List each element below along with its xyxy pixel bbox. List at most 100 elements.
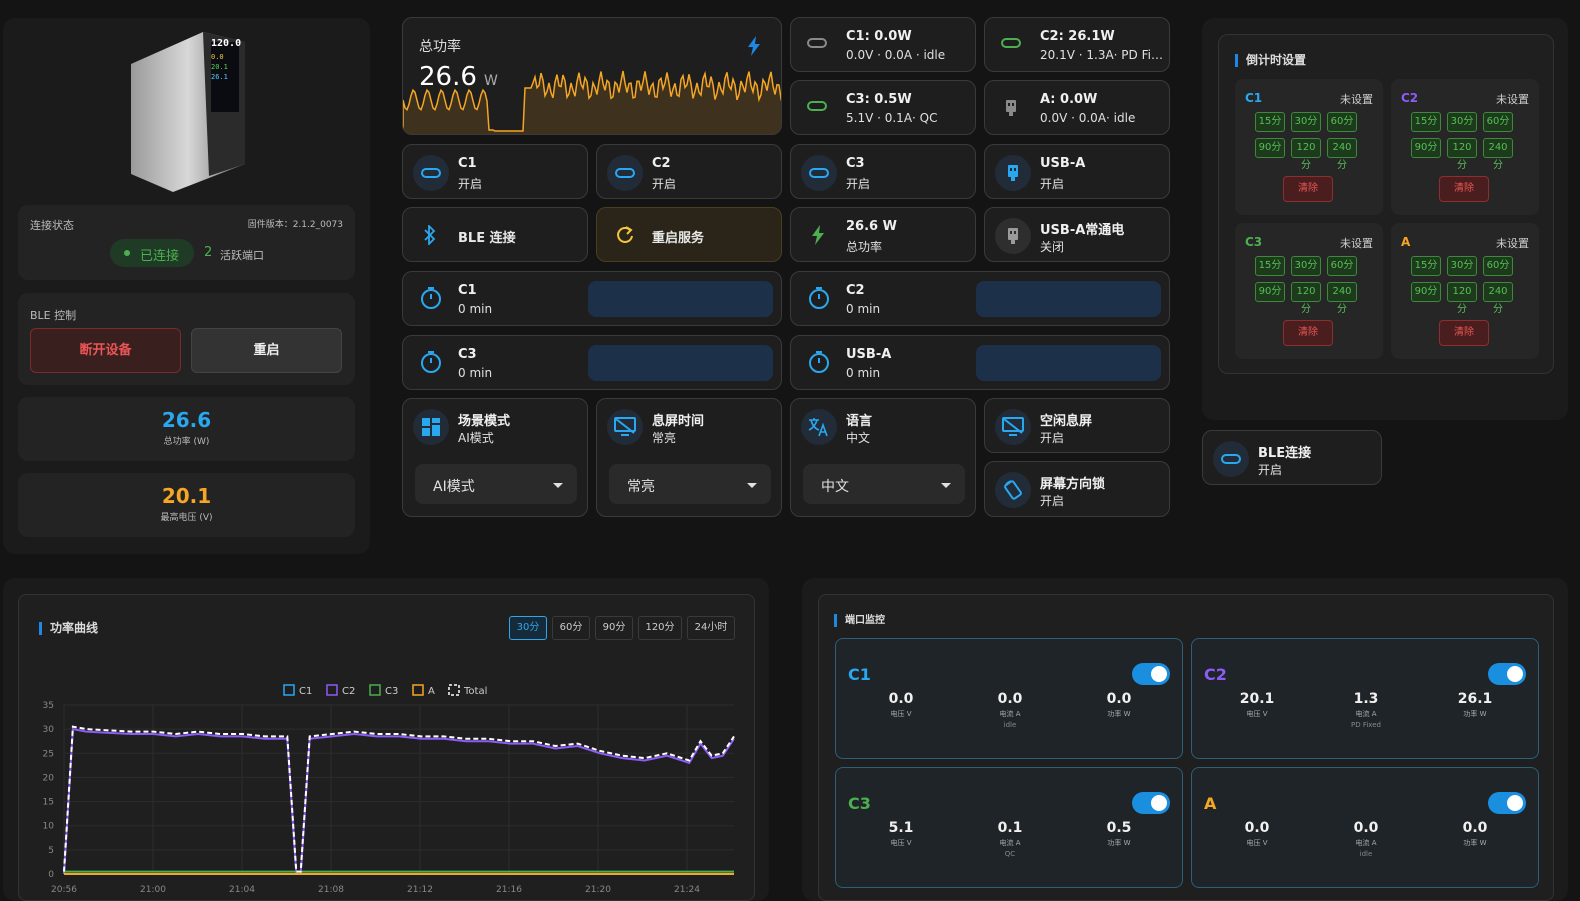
clear-button[interactable]: 清除 bbox=[1283, 176, 1333, 202]
bolt-icon bbox=[748, 36, 760, 56]
legend-swatch bbox=[326, 684, 338, 696]
clear-button[interactable]: 清除 bbox=[1283, 320, 1333, 346]
legend-swatch bbox=[412, 684, 424, 696]
port-c3-toggle[interactable] bbox=[1132, 792, 1170, 814]
total-power-value: 26.6 W bbox=[419, 62, 498, 92]
sparkline bbox=[403, 70, 781, 134]
usb-a-icon bbox=[995, 155, 1031, 191]
rotation-lock-toggle[interactable]: 屏幕方向锁 开启 bbox=[984, 461, 1170, 517]
connection-status-card: 连接状态 固件版本：2.1.2_0073 已连接 2 活跃端口 bbox=[18, 205, 355, 280]
translate-icon bbox=[801, 409, 837, 445]
timer-progress-bar bbox=[588, 281, 773, 317]
clear-button[interactable]: 清除 bbox=[1439, 320, 1489, 346]
legend-swatch bbox=[283, 684, 295, 696]
port-card-c3: C3: 0.5W 5.1V · 0.1A· QC bbox=[790, 80, 976, 135]
y-tick-label: 0 bbox=[48, 870, 54, 880]
legend-swatch bbox=[448, 684, 460, 696]
charger-screen: 120.0 0.0 20.1 26.1 bbox=[211, 38, 242, 81]
bluetooth-icon bbox=[424, 225, 436, 245]
scene-mode-select[interactable]: AI模式 bbox=[415, 464, 577, 504]
clear-button[interactable]: 清除 bbox=[1439, 176, 1489, 202]
language-setting: 语言 中文 中文 bbox=[790, 398, 976, 517]
range-24h-button[interactable]: 24小时 bbox=[687, 616, 735, 640]
language-select[interactable]: 中文 bbox=[803, 464, 965, 504]
chevron-down-icon bbox=[553, 483, 563, 488]
timer-c3: C3 0 min bbox=[402, 335, 782, 390]
x-tick-label: 21:04 bbox=[229, 885, 255, 895]
countdown-title: 倒计时设置 bbox=[1235, 54, 1306, 67]
port-c1-toggle[interactable] bbox=[1132, 663, 1170, 685]
timer-icon bbox=[809, 287, 829, 309]
usb-c-icon bbox=[607, 155, 643, 191]
idle-screen-off-toggle[interactable]: 空闲息屏 开启 bbox=[984, 398, 1170, 453]
switch-c2[interactable]: C2 开启 bbox=[596, 144, 782, 199]
switch-c3[interactable]: C3 开启 bbox=[790, 144, 976, 199]
switch-usb-a[interactable]: USB-A 开启 bbox=[984, 144, 1170, 199]
countdown-card: 倒计时设置 C1 未设置 15分 30分 60分 90分 120分 240分 清… bbox=[1218, 34, 1554, 374]
x-tick-label: 20:56 bbox=[51, 885, 77, 895]
ble-control-card: BLE 控制 断开设备 重启 bbox=[18, 293, 355, 385]
connection-label: 连接状态 bbox=[30, 219, 74, 232]
countdown-c1: C1 未设置 15分 30分 60分 90分 120分 240分 清除 bbox=[1235, 79, 1383, 215]
disconnect-button[interactable]: 断开设备 bbox=[30, 328, 181, 373]
port-card-c2: C2: 26.1W 20.1V · 1.3A· PD Fixed bbox=[984, 17, 1170, 72]
range-120min-button[interactable]: 120分 bbox=[638, 616, 682, 640]
total-power-title: 总功率 bbox=[419, 39, 461, 55]
countdown-c2: C2 未设置 15分 30分 60分 90分 120分 240分 清除 bbox=[1391, 79, 1539, 215]
countdown-panel: 倒计时设置 C1 未设置 15分 30分 60分 90分 120分 240分 清… bbox=[1202, 18, 1568, 420]
restart-service-button[interactable]: 重启服务 bbox=[596, 207, 782, 262]
timer-c1: C1 0 min bbox=[402, 271, 782, 326]
port-c2-toggle[interactable] bbox=[1488, 663, 1526, 685]
usb-c-icon bbox=[1213, 441, 1249, 477]
y-tick-label: 10 bbox=[43, 822, 55, 832]
range-90min-button[interactable]: 90分 bbox=[595, 616, 633, 640]
usb-c-icon bbox=[413, 155, 449, 191]
monitor-c3: C3 5.1 电压 V 0.1 电流 A QC 0.5 功率 W bbox=[835, 767, 1183, 888]
countdown-c3: C3 未设置 15分 30分 60分 90分 120分 240分 清除 bbox=[1235, 223, 1383, 359]
x-tick-label: 21:12 bbox=[407, 885, 433, 895]
ble-control-title: BLE 控制 bbox=[30, 309, 77, 322]
range-60min-button[interactable]: 60分 bbox=[552, 616, 590, 640]
chevron-down-icon bbox=[941, 483, 951, 488]
rotate-lock-icon bbox=[995, 472, 1031, 508]
timer-c2: C2 0 min bbox=[790, 271, 1170, 326]
ble-connect-button[interactable]: BLE 连接 bbox=[402, 207, 588, 262]
usb-a-icon bbox=[1006, 100, 1016, 116]
switch-c1[interactable]: C1 开启 bbox=[402, 144, 588, 199]
usb-c-icon bbox=[801, 155, 837, 191]
monitor-c2: C2 20.1 电压 V 1.3 电流 A PD Fixed 26.1 功率 W bbox=[1191, 638, 1539, 759]
y-tick-label: 20 bbox=[43, 773, 55, 783]
x-tick-label: 21:08 bbox=[318, 885, 344, 895]
screen-off-select[interactable]: 常亮 bbox=[609, 464, 771, 504]
timer-icon bbox=[809, 351, 829, 373]
chevron-down-icon bbox=[747, 483, 757, 488]
timer-usb-a: USB-A 0 min bbox=[790, 335, 1170, 390]
legend-swatch bbox=[369, 684, 381, 696]
usb-c-icon bbox=[807, 101, 827, 111]
port-card-c1: C1: 0.0W 0.0V · 0.0A · idle bbox=[790, 17, 976, 72]
legend-label: C3 bbox=[385, 686, 398, 697]
countdown-a: A 未设置 15分 30分 60分 90分 120分 240分 清除 bbox=[1391, 223, 1539, 359]
port-a-toggle[interactable] bbox=[1488, 792, 1526, 814]
series-line-c2 bbox=[63, 727, 735, 875]
screen-off-setting: 息屏时间 常亮 常亮 bbox=[596, 398, 782, 517]
x-tick-label: 21:20 bbox=[585, 885, 611, 895]
range-30min-button[interactable]: 30分 bbox=[509, 616, 547, 640]
restart-button[interactable]: 重启 bbox=[191, 328, 342, 373]
y-tick-label: 25 bbox=[43, 749, 54, 759]
usb-a-always-on[interactable]: USB-A常通电 关闭 bbox=[984, 207, 1170, 262]
port-card-a: A: 0.0W 0.0V · 0.0A· idle bbox=[984, 80, 1170, 135]
power-curve-title: 功率曲线 bbox=[39, 622, 98, 635]
ble-connection-toggle[interactable]: BLE连接 开启 bbox=[1202, 430, 1382, 485]
y-tick-label: 15 bbox=[43, 798, 54, 808]
x-tick-label: 21:24 bbox=[674, 885, 700, 895]
total-power-card: 总功率 26.6 W bbox=[402, 17, 782, 135]
grid-icon bbox=[413, 409, 449, 445]
power-chart: 0 5 10 15 20 25 30 35 20:56 21:00 21:04 21:08 21:12 2… bbox=[43, 684, 735, 895]
x-tick-label: 21:00 bbox=[140, 885, 166, 895]
connected-badge: 已连接 bbox=[110, 239, 194, 267]
